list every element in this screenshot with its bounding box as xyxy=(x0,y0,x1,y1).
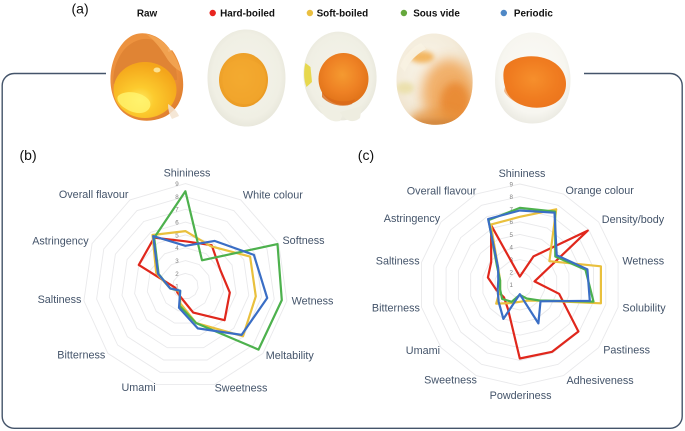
svg-text:Meltability: Meltability xyxy=(266,350,315,362)
svg-text:Sweetness: Sweetness xyxy=(215,382,268,394)
svg-text:4: 4 xyxy=(510,244,514,251)
svg-text:Wetness: Wetness xyxy=(292,295,334,307)
svg-text:Umami: Umami xyxy=(121,382,155,394)
svg-text:Density/body: Density/body xyxy=(602,214,665,226)
svg-text:Softness: Softness xyxy=(282,235,325,247)
svg-text:(a): (a) xyxy=(72,1,89,17)
svg-text:Overall flavour: Overall flavour xyxy=(59,189,129,201)
svg-text:Wetness: Wetness xyxy=(622,255,664,267)
svg-text:5: 5 xyxy=(510,232,514,239)
svg-text:1: 1 xyxy=(510,282,514,289)
svg-text:3: 3 xyxy=(175,258,179,265)
svg-text:2: 2 xyxy=(175,271,179,278)
svg-text:Overall flavour: Overall flavour xyxy=(407,186,477,198)
svg-text:8: 8 xyxy=(175,194,179,201)
svg-text:Soft-boiled: Soft-boiled xyxy=(317,8,369,19)
svg-text:Sous vide: Sous vide xyxy=(413,8,460,19)
svg-text:6: 6 xyxy=(175,220,179,227)
svg-text:Sweetness: Sweetness xyxy=(424,375,477,387)
svg-text:Bitterness: Bitterness xyxy=(372,303,421,315)
svg-text:5: 5 xyxy=(175,232,179,239)
svg-text:6: 6 xyxy=(510,219,514,226)
svg-text:7: 7 xyxy=(175,207,179,214)
svg-text:Powderiness: Powderiness xyxy=(490,390,552,402)
svg-text:(b): (b) xyxy=(20,147,37,163)
svg-text:9: 9 xyxy=(510,181,514,188)
svg-text:9: 9 xyxy=(175,181,179,188)
svg-text:1: 1 xyxy=(175,284,179,291)
svg-text:Astringency: Astringency xyxy=(384,213,441,225)
svg-text:Raw: Raw xyxy=(137,8,158,19)
svg-text:Adhesiveness: Adhesiveness xyxy=(566,375,634,387)
svg-text:Periodic: Periodic xyxy=(514,8,553,19)
svg-text:Umami: Umami xyxy=(406,345,440,357)
svg-text:4: 4 xyxy=(175,245,179,252)
svg-text:Shininess: Shininess xyxy=(164,168,211,180)
svg-text:Solubility: Solubility xyxy=(622,302,666,314)
svg-text:(c): (c) xyxy=(358,147,374,163)
svg-text:Astringency: Astringency xyxy=(32,236,89,248)
svg-text:Shininess: Shininess xyxy=(499,168,546,180)
svg-text:8: 8 xyxy=(510,194,514,201)
svg-text:Bitterness: Bitterness xyxy=(57,350,106,362)
svg-text:2: 2 xyxy=(510,270,514,277)
svg-text:Saltiness: Saltiness xyxy=(376,255,420,267)
svg-text:Saltiness: Saltiness xyxy=(38,294,82,306)
svg-text:Hard-boiled: Hard-boiled xyxy=(220,8,275,19)
svg-text:Orange colour: Orange colour xyxy=(565,185,634,197)
svg-text:White colour: White colour xyxy=(243,190,303,202)
svg-text:Pastiness: Pastiness xyxy=(603,345,650,357)
